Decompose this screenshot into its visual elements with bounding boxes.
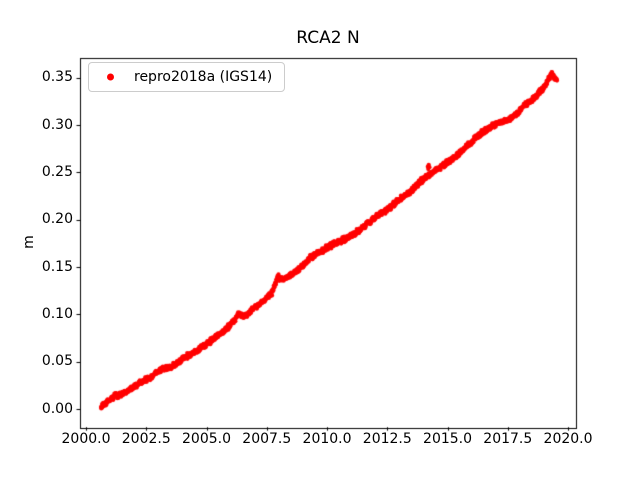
y-tick-label: 0.00	[41, 400, 73, 417]
x-tick-label: 2002.5	[121, 431, 171, 447]
y-tick-label: 0.15	[41, 258, 73, 275]
x-tick-label: 2000.0	[61, 431, 111, 447]
legend-dot-marker-icon	[107, 73, 114, 81]
y-tick-label: 0.25	[41, 163, 73, 180]
chart-title: RCA2 N	[296, 28, 360, 48]
x-tick-label: 2012.5	[362, 431, 412, 447]
y-tick-label: 0.05	[41, 353, 73, 370]
y-axis-label: m	[21, 235, 37, 249]
x-tick-label: 2020.0	[543, 431, 593, 447]
legend: repro2018a (IGS14)	[88, 62, 285, 92]
y-tick-label: 0.10	[41, 305, 73, 322]
x-tick-label: 2015.0	[423, 431, 473, 447]
y-tick-label: 0.35	[41, 69, 73, 86]
x-tick-label: 2010.0	[302, 431, 352, 447]
y-tick-label: 0.30	[41, 116, 73, 133]
x-tick-label: 2005.0	[182, 431, 232, 447]
x-tick-label: 2017.5	[483, 431, 533, 447]
legend-label: repro2018a (IGS14)	[134, 69, 273, 85]
x-tick-label: 2007.5	[242, 431, 292, 447]
y-tick-label: 0.20	[41, 211, 73, 228]
